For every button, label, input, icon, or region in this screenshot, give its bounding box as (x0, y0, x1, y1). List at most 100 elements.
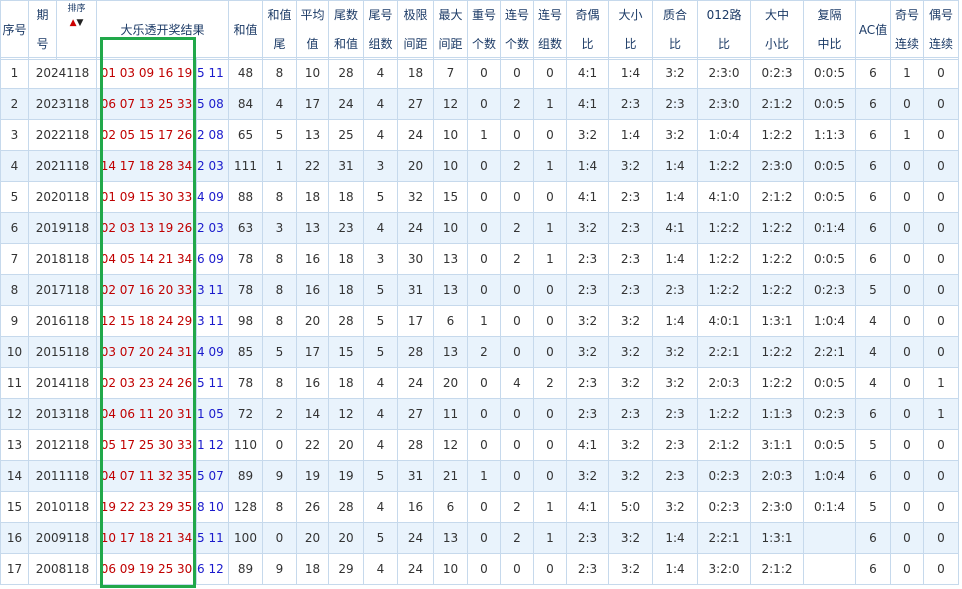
cell: 8 (262, 491, 297, 523)
cell: 0 (500, 119, 534, 151)
cell: 2 (500, 150, 534, 182)
header-text: 比 (624, 37, 637, 51)
sort-label: 排序 (67, 4, 86, 14)
cell: 2:3 (608, 212, 653, 244)
cell: 3:2 (566, 212, 609, 244)
cell: 0 (500, 274, 534, 306)
cell: 2 (500, 243, 534, 275)
cell: 63 (228, 212, 263, 244)
cell: 3:2 (652, 119, 698, 151)
cell: 3:2 (608, 150, 653, 182)
blue-balls: 4 09 (196, 181, 229, 213)
cell: 0 (890, 491, 924, 523)
cell: 20 (296, 305, 329, 337)
header-text: 值 (306, 37, 319, 51)
cell: 1:2:2 (750, 274, 804, 306)
cell: 3:2 (608, 429, 653, 461)
cell: 1:3:1 (750, 522, 804, 554)
cell: 13 (433, 274, 468, 306)
cell: 1 (890, 57, 924, 89)
cell: 84 (228, 88, 263, 120)
cell: 3 (363, 243, 398, 275)
cell: 4 (363, 398, 398, 430)
cell: 1 (467, 460, 501, 492)
cell: 0 (533, 57, 567, 89)
header-text: 平均 (300, 8, 325, 22)
cell: 12 (328, 398, 364, 430)
cell: 5 (363, 274, 398, 306)
cell: 0 (890, 150, 924, 182)
cell: 24 (397, 522, 434, 554)
cell: 0 (890, 305, 924, 337)
header-text: 极限 (403, 8, 428, 22)
header-cell: 期号 (28, 0, 57, 60)
cell: 1:3:1 (750, 305, 804, 337)
header-row: 序号期号排序 ▲▼ 大乐透开奖结果 和值 和值尾平均值尾数 和值 尾号 组数 极限 间距 最大 间距重… (0, 0, 960, 60)
cell: 4:1 (652, 212, 698, 244)
cell: 110 (228, 429, 263, 461)
cell: 2008118 (28, 553, 97, 585)
cell: 89 (228, 553, 263, 585)
sort-up[interactable]: ▲ (69, 18, 77, 28)
cell: 28 (328, 491, 364, 523)
cell: 2:2:1 (697, 336, 751, 368)
cell: 31 (397, 274, 434, 306)
cell: 2023118 (28, 88, 97, 120)
cell: 0 (500, 460, 534, 492)
cell: 3:2 (652, 367, 698, 399)
cell: 2010118 (28, 491, 97, 523)
data-row: 9 2016118 12 15 18 24 29 3 11 98 8 20 28 5 17 6 1 0 0… (0, 305, 959, 337)
cell: 28 (397, 336, 434, 368)
cell: 0 (923, 336, 959, 368)
cell: 1:4 (652, 243, 698, 275)
cell: 0 (467, 212, 501, 244)
cell: 1:0:4 (803, 305, 856, 337)
blue-balls: 8 10 (196, 491, 229, 523)
cell: 0:0:5 (803, 243, 856, 275)
cell: 0 (467, 243, 501, 275)
header-text: 偶号 (929, 8, 954, 22)
cell: 2:3 (566, 274, 609, 306)
cell: 6 (855, 57, 891, 89)
header-cell: 最大 间距 (433, 0, 469, 60)
cell: 1 (533, 522, 567, 554)
cell: 8 (262, 305, 297, 337)
data-row: 7 2018118 04 05 14 21 34 6 09 78 8 16 18 3 30 13 0 2… (0, 243, 959, 275)
cell: 13 (433, 522, 468, 554)
header-cell: 连号 个数 (500, 0, 535, 60)
cell: 2:1:2 (750, 553, 804, 585)
header-text: 个数 (472, 37, 497, 51)
cell: 0 (890, 522, 924, 554)
cell: 30 (397, 243, 434, 275)
cell: 0 (533, 274, 567, 306)
data-row: 6 2019118 02 03 13 19 26 2 03 63 3 13 23 4 24 10 0 2… (0, 212, 959, 244)
header-text: 尾数 (334, 8, 359, 22)
cell: 13 (296, 119, 329, 151)
cell: 0 (533, 553, 567, 585)
cell: 0 (467, 398, 501, 430)
cell: 15 (328, 336, 364, 368)
cell: 20 (328, 522, 364, 554)
cell: 2021118 (28, 150, 97, 182)
cell: 0 (923, 119, 959, 151)
cell: 1:1:3 (750, 398, 804, 430)
data-row: 14 2011118 04 07 11 32 35 5 07 89 9 19 19 5 31 21 1… (0, 460, 959, 492)
cell: 3:2 (652, 336, 698, 368)
cell: 2:2:1 (697, 522, 751, 554)
cell: 2 (500, 491, 534, 523)
cell: 3:2 (566, 460, 609, 492)
cell: 1:4 (652, 522, 698, 554)
cell: 4 (855, 367, 891, 399)
cell: 18 (296, 181, 329, 213)
cell: 4 (363, 119, 398, 151)
header-cell: 尾号 组数 (363, 0, 399, 60)
sort-down[interactable]: ▼ (76, 18, 84, 28)
cell: 0:2:3 (803, 274, 856, 306)
cell: 12 (433, 88, 468, 120)
data-table: 1 2024118 01 03 09 16 19 5 11 48 8 10 28 4 18 7 0 0 0… (0, 57, 959, 585)
cell: 1:2:2 (697, 274, 751, 306)
cell: 27 (397, 398, 434, 430)
cell: 18 (397, 57, 434, 89)
red-balls: 02 07 16 20 33 (96, 274, 197, 306)
header-cell: 和值尾 (262, 0, 298, 60)
